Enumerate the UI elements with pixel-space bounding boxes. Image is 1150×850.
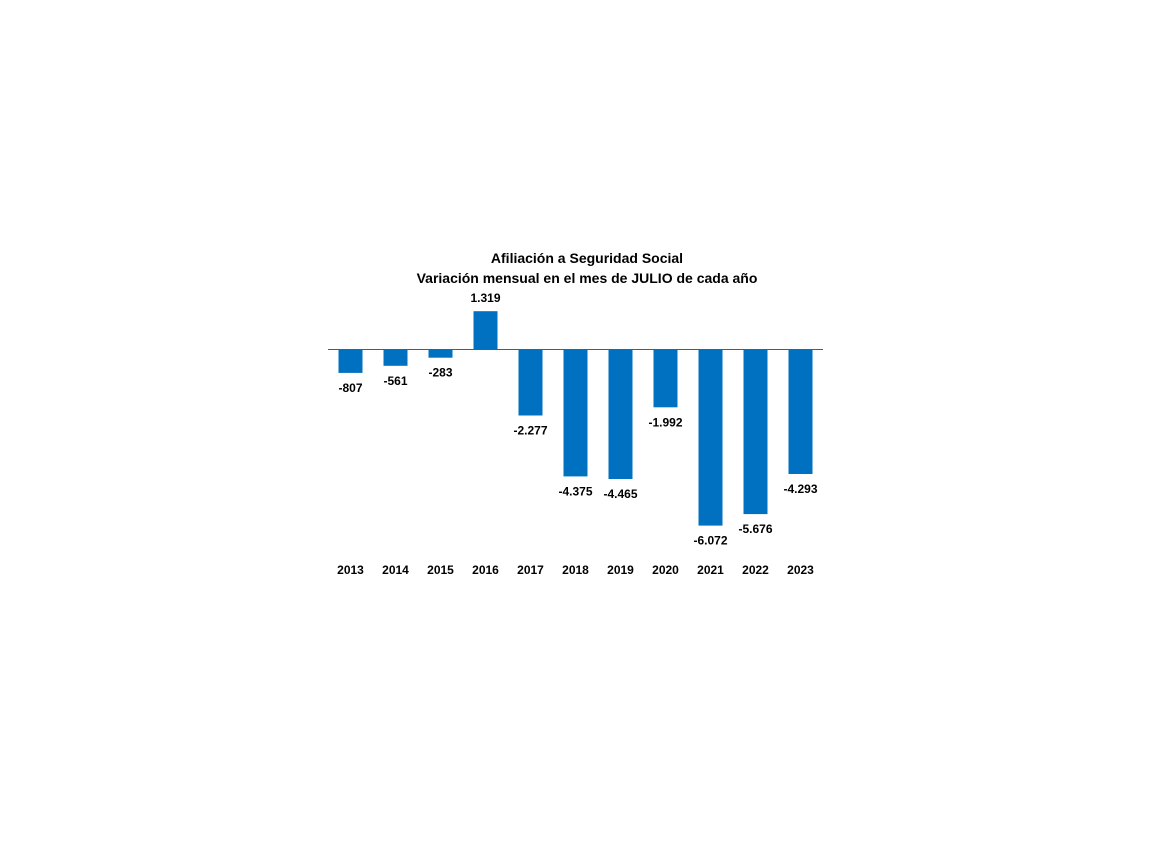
data-label-2016: 1.319 <box>470 291 500 305</box>
bar-2023 <box>788 349 813 474</box>
bar-2015 <box>428 349 453 358</box>
x-tick-2013: 2013 <box>337 563 364 577</box>
data-label-2021: -6.072 <box>693 534 727 548</box>
data-label-2017: -2.277 <box>513 424 547 438</box>
data-label-2018: -4.375 <box>558 484 592 498</box>
data-label-2014: -561 <box>383 374 407 388</box>
x-tick-2018: 2018 <box>562 563 589 577</box>
data-label-2022: -5.676 <box>738 522 772 536</box>
data-label-2023: -4.293 <box>783 482 817 496</box>
x-tick-2022: 2022 <box>742 563 769 577</box>
x-tick-2021: 2021 <box>697 563 724 577</box>
bar-2017 <box>518 349 543 416</box>
bar-2019 <box>608 349 633 479</box>
bar-2013 <box>338 349 363 373</box>
x-tick-2023: 2023 <box>787 563 814 577</box>
chart-subtitle: Variación mensual en el mes de JULIO de … <box>417 270 758 286</box>
data-label-2015: -283 <box>428 366 452 380</box>
x-tick-2014: 2014 <box>382 563 409 577</box>
bar-2020 <box>653 349 678 408</box>
chart-title: Afiliación a Seguridad Social <box>491 250 683 266</box>
data-label-2019: -4.465 <box>603 487 637 501</box>
x-tick-2016: 2016 <box>472 563 499 577</box>
data-label-2013: -807 <box>338 381 362 395</box>
x-tick-2020: 2020 <box>652 563 679 577</box>
bars-layer <box>338 311 813 526</box>
x-tick-2017: 2017 <box>517 563 544 577</box>
bar-2018 <box>563 349 588 477</box>
data-labels-layer: -807 -561 -283 1.319 -2.277 -4.375 -4.465 -1.99… <box>338 291 817 547</box>
bar-2021 <box>698 349 723 526</box>
bar-2014 <box>383 349 408 366</box>
x-axis-tick-labels: 2013 2014 2015 2016 2017 2018 2019 2020 2021 2022… <box>337 563 814 577</box>
data-label-2020: -1.992 <box>648 415 682 429</box>
x-tick-2019: 2019 <box>607 563 634 577</box>
bar-2016 <box>473 311 498 350</box>
x-tick-2015: 2015 <box>427 563 454 577</box>
bar-2022 <box>743 349 768 515</box>
